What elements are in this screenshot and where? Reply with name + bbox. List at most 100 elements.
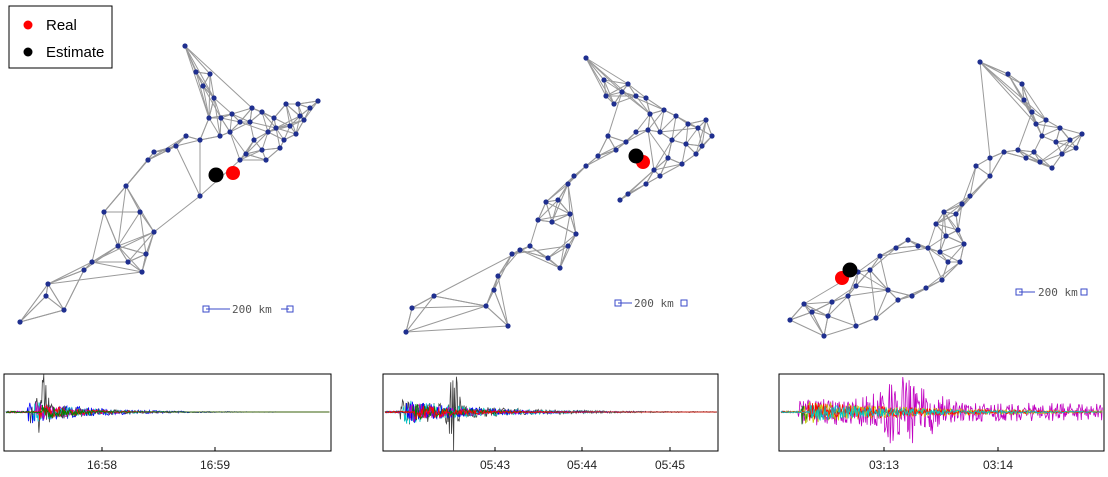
station-link	[47, 261, 93, 285]
station-link	[585, 149, 617, 167]
station-link	[823, 315, 829, 337]
station-node	[527, 243, 533, 249]
station-node	[877, 253, 883, 259]
scale-bar-label: 200 km	[634, 297, 674, 310]
station-node	[17, 319, 23, 325]
station-link	[145, 231, 155, 255]
station-link	[927, 223, 937, 249]
station-link	[635, 113, 651, 133]
station-link	[303, 100, 319, 121]
station-node	[123, 183, 129, 189]
station-link	[941, 261, 961, 281]
station-link	[545, 183, 569, 203]
station-node	[961, 241, 967, 247]
station-link	[621, 91, 665, 111]
station-link	[1017, 111, 1033, 151]
station-link	[803, 301, 833, 305]
station-link	[253, 131, 269, 141]
station-node	[1019, 81, 1025, 87]
station-node	[809, 309, 815, 315]
station-link	[265, 147, 281, 161]
station-link	[857, 255, 881, 273]
station-node	[1079, 131, 1085, 137]
scale-bar-label: 200 km	[232, 303, 272, 316]
stations	[17, 43, 321, 325]
station-node	[1059, 151, 1065, 157]
seismic-trace	[385, 404, 717, 420]
station-node	[151, 229, 157, 235]
station-link	[879, 255, 889, 291]
station-link	[1041, 119, 1047, 137]
station-link	[261, 111, 277, 129]
station-node	[885, 287, 891, 293]
station-node	[1067, 137, 1073, 143]
station-link	[297, 103, 305, 121]
station-node	[973, 163, 979, 169]
station-node	[145, 157, 151, 163]
station-link	[213, 97, 222, 119]
station-node	[943, 233, 949, 239]
station-node	[505, 323, 511, 329]
legend: Real Estimate	[8, 5, 113, 69]
station-link	[619, 183, 647, 201]
station-node	[657, 129, 663, 135]
station-link	[947, 243, 965, 263]
station-link	[857, 271, 889, 291]
station-node	[183, 133, 189, 139]
station-link	[627, 83, 647, 99]
station-link	[585, 57, 605, 81]
station-link	[625, 129, 649, 143]
station-link	[927, 235, 947, 249]
station-node	[207, 71, 213, 77]
station-link	[875, 299, 899, 319]
scale-bar-2: 200 km	[614, 297, 688, 310]
station-node	[567, 211, 573, 217]
station-link	[175, 145, 201, 197]
station-link	[245, 153, 267, 161]
station-link	[697, 127, 713, 137]
station-link	[959, 243, 965, 263]
station-node	[987, 173, 993, 179]
station-link	[405, 305, 487, 333]
station-link	[497, 253, 513, 277]
station-link	[927, 247, 943, 281]
station-link	[47, 269, 85, 285]
station-link	[647, 109, 665, 131]
station-node	[977, 59, 983, 65]
scale-bar-label: 200 km	[1038, 286, 1078, 299]
station-link	[945, 235, 965, 245]
station-node	[845, 293, 851, 299]
station-node	[623, 139, 629, 145]
station-link	[297, 100, 319, 105]
station-link	[653, 163, 683, 171]
station-node	[679, 161, 685, 167]
station-link	[229, 131, 247, 155]
station-node	[81, 267, 87, 273]
legend-real-label: Real	[46, 17, 77, 34]
station-link	[213, 97, 233, 115]
station-node	[945, 259, 951, 265]
station-link	[687, 119, 707, 125]
station-link	[261, 147, 281, 151]
station-link	[619, 169, 655, 201]
real-epicenter-marker	[226, 166, 240, 180]
seismic-traces	[780, 376, 1103, 444]
station-node	[543, 199, 549, 205]
station-node	[193, 69, 199, 75]
station-node	[1023, 155, 1029, 161]
station-link	[208, 73, 211, 119]
station-node	[651, 167, 657, 173]
station-link	[647, 129, 655, 171]
station-node	[605, 133, 611, 139]
station-link	[202, 85, 222, 119]
station-link	[545, 201, 553, 223]
station-link	[497, 275, 509, 327]
station-link	[147, 145, 177, 161]
network-map-2	[403, 55, 715, 335]
station-node	[909, 293, 915, 299]
station-node	[173, 143, 179, 149]
station-link	[869, 269, 889, 291]
station-link	[220, 117, 241, 123]
station-link	[557, 199, 571, 215]
station-node	[893, 245, 899, 251]
